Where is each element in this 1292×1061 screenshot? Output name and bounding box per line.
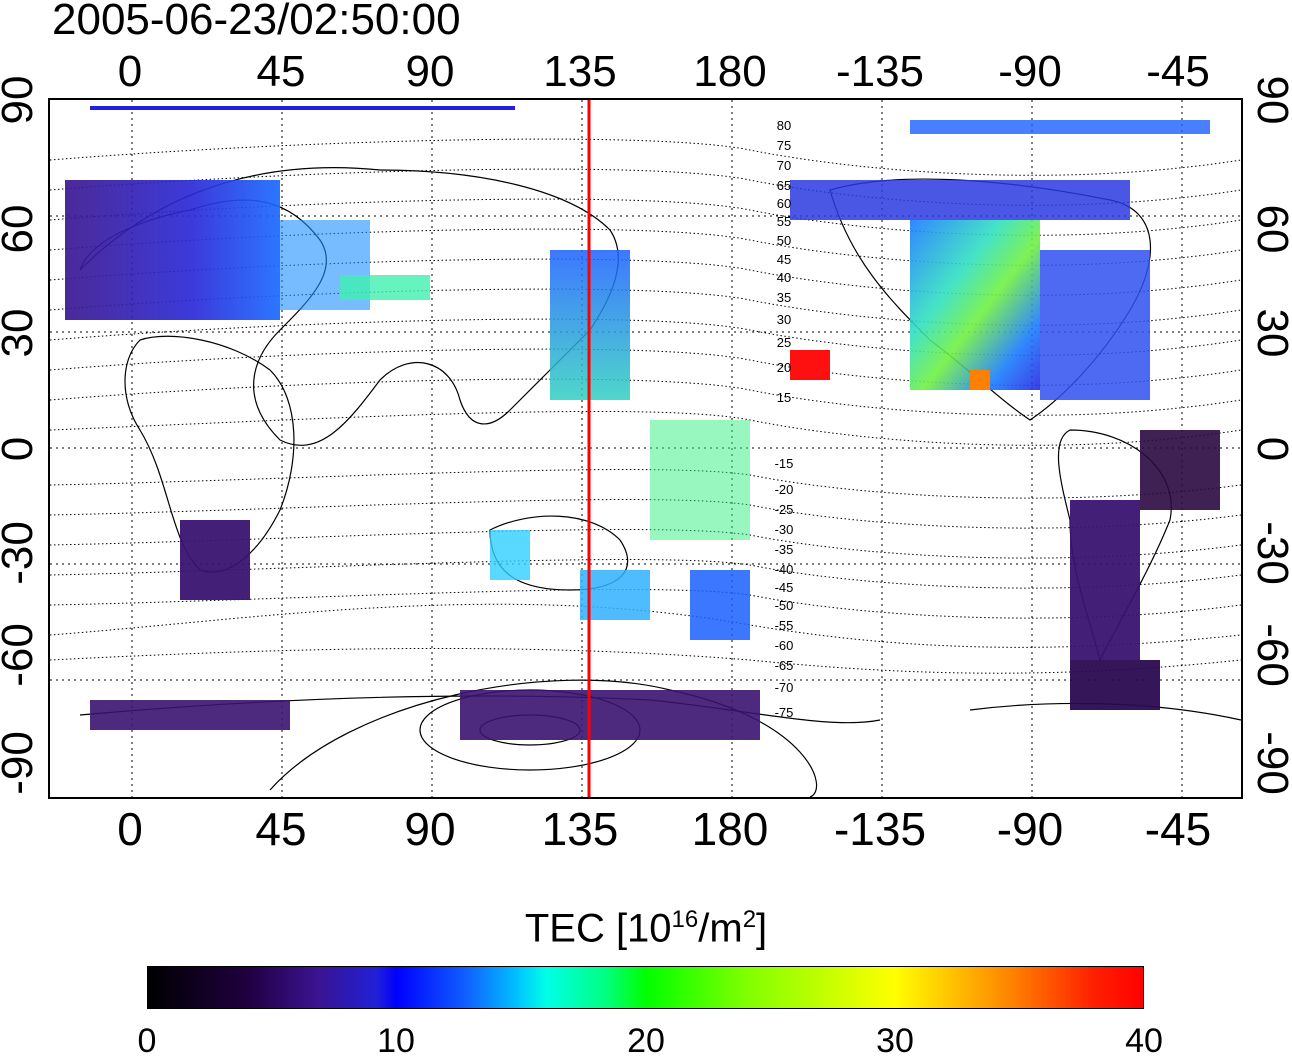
contour-label: -40 bbox=[774, 562, 794, 577]
map-canvas bbox=[50, 100, 1241, 797]
contour-label: -15 bbox=[774, 456, 794, 471]
colorbar-tick-label: 30 bbox=[876, 1022, 914, 1060]
tec-map: 80 75 70 65 60 55 50 45 40 35 30 25 20 1… bbox=[48, 98, 1243, 799]
contour-label: 35 bbox=[776, 290, 792, 305]
lon-tick-label: -45 bbox=[1144, 803, 1212, 855]
lon-tick-label: 180 bbox=[693, 47, 767, 96]
tec-colorbar bbox=[147, 966, 1144, 1009]
lon-tick-label: 135 bbox=[543, 47, 617, 96]
contour-label: -25 bbox=[774, 502, 794, 517]
colorbar-title-unit: /m bbox=[698, 906, 743, 951]
contour-label: 20 bbox=[776, 360, 792, 375]
contour-label: 55 bbox=[776, 214, 792, 229]
contour-label: 75 bbox=[776, 138, 792, 153]
colorbar-tick-label: 20 bbox=[627, 1022, 665, 1060]
lat-tick-label: 90 bbox=[1248, 75, 1292, 125]
lon-tick-label: 90 bbox=[405, 47, 455, 96]
colorbar-tick-label: 40 bbox=[1125, 1022, 1163, 1060]
colorbar-title-close: ] bbox=[756, 906, 768, 951]
lon-tick-label: 135 bbox=[541, 803, 619, 855]
colorbar-title: TEC [1016/m2] bbox=[0, 906, 1292, 951]
contour-label: -30 bbox=[774, 522, 794, 537]
contour-label: -70 bbox=[774, 680, 794, 695]
lon-tick-label: 90 bbox=[404, 803, 456, 855]
colorbar-title-exponent: 16 bbox=[671, 906, 699, 933]
lat-tick-label: -90 bbox=[0, 731, 42, 795]
contour-label: 65 bbox=[776, 178, 792, 193]
contour-label: -65 bbox=[774, 658, 794, 673]
contour-label: 60 bbox=[776, 196, 792, 211]
colorbar-title-text: TEC [10 bbox=[524, 906, 672, 951]
lon-tick-label: 180 bbox=[691, 803, 769, 855]
contour-label: -60 bbox=[774, 638, 794, 653]
lon-tick-label: 45 bbox=[256, 47, 306, 96]
contour-label: 80 bbox=[776, 118, 792, 133]
lon-tick-label: -90 bbox=[998, 47, 1062, 96]
lon-tick-label: 0 bbox=[117, 47, 143, 96]
lat-tick-label: -90 bbox=[1248, 731, 1292, 795]
lon-tick-label: 45 bbox=[255, 803, 307, 855]
contour-label: -20 bbox=[774, 482, 794, 497]
timestamp: 2005-06-23/02:50:00 bbox=[52, 0, 461, 44]
contour-label: 15 bbox=[776, 390, 792, 405]
contour-label: 50 bbox=[776, 233, 792, 248]
contour-label: -50 bbox=[774, 598, 794, 613]
colorbar-tick-label: 10 bbox=[377, 1022, 415, 1060]
lon-tick-label: -135 bbox=[833, 803, 927, 855]
lon-tick-label: -135 bbox=[835, 47, 925, 96]
colorbar-title-exponent-2: 2 bbox=[742, 906, 757, 933]
contour-label: 70 bbox=[776, 158, 792, 173]
contour-label: -55 bbox=[774, 618, 794, 633]
lat-tick-label: 90 bbox=[0, 75, 42, 125]
contour-label: -45 bbox=[774, 580, 794, 595]
contour-label: 45 bbox=[776, 252, 792, 267]
contour-label: 30 bbox=[776, 312, 792, 327]
lon-tick-label: -90 bbox=[996, 803, 1064, 855]
contour-label: -75 bbox=[774, 705, 794, 720]
lon-tick-label: -45 bbox=[1146, 47, 1210, 96]
colorbar-tick-label: 0 bbox=[137, 1022, 157, 1060]
contour-label: -35 bbox=[774, 542, 794, 557]
contour-label: 40 bbox=[776, 270, 792, 285]
lon-tick-label: 0 bbox=[117, 803, 143, 855]
contour-label: 25 bbox=[776, 335, 792, 350]
tec-data-patches bbox=[65, 106, 1220, 740]
